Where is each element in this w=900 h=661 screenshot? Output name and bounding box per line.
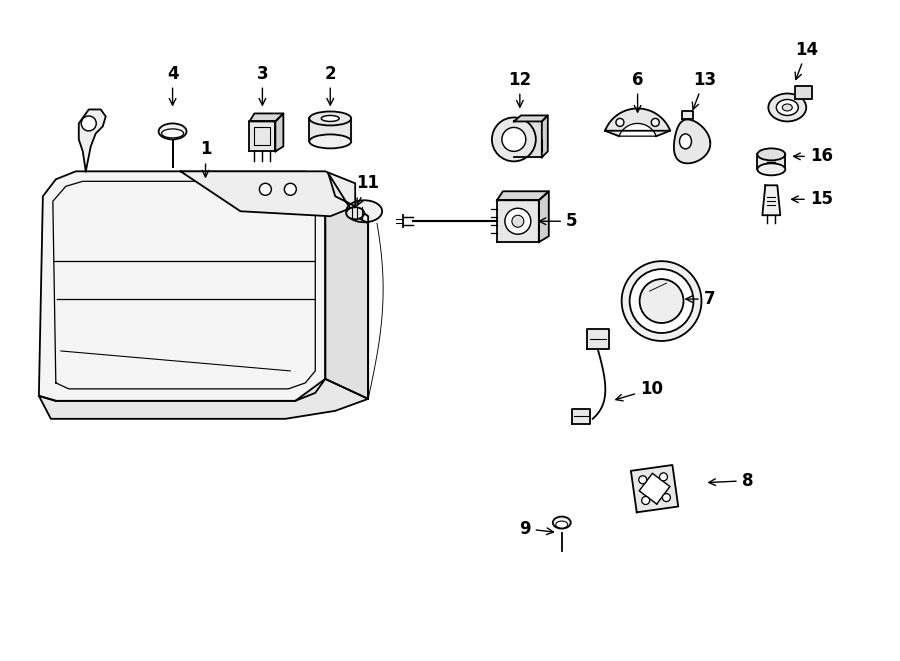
Polygon shape xyxy=(542,116,548,157)
Polygon shape xyxy=(310,118,351,141)
Ellipse shape xyxy=(556,521,568,528)
Ellipse shape xyxy=(162,129,184,138)
Polygon shape xyxy=(587,329,608,349)
Polygon shape xyxy=(39,379,368,419)
Polygon shape xyxy=(39,171,325,401)
Text: 10: 10 xyxy=(616,380,663,401)
Text: 13: 13 xyxy=(692,71,716,110)
Text: 2: 2 xyxy=(324,65,336,105)
Text: 9: 9 xyxy=(519,520,554,537)
Text: 7: 7 xyxy=(686,290,716,308)
Text: 1: 1 xyxy=(200,140,212,177)
Circle shape xyxy=(259,183,272,195)
Text: 5: 5 xyxy=(539,212,578,230)
Ellipse shape xyxy=(769,93,806,122)
Polygon shape xyxy=(275,114,284,151)
Polygon shape xyxy=(572,409,590,424)
Polygon shape xyxy=(674,120,710,163)
Polygon shape xyxy=(497,191,549,200)
Polygon shape xyxy=(539,191,549,242)
Ellipse shape xyxy=(777,100,798,116)
Ellipse shape xyxy=(310,112,351,126)
Ellipse shape xyxy=(680,134,691,149)
Ellipse shape xyxy=(758,148,786,161)
Circle shape xyxy=(622,261,701,341)
Text: 14: 14 xyxy=(795,40,819,79)
Circle shape xyxy=(284,183,296,195)
Text: 8: 8 xyxy=(709,472,753,490)
Text: 15: 15 xyxy=(792,190,832,208)
Polygon shape xyxy=(249,114,284,122)
Ellipse shape xyxy=(346,208,364,219)
Polygon shape xyxy=(328,173,368,223)
Text: 3: 3 xyxy=(256,65,268,105)
Circle shape xyxy=(640,279,683,323)
Ellipse shape xyxy=(553,517,571,529)
Polygon shape xyxy=(631,465,679,512)
Polygon shape xyxy=(762,185,780,215)
Polygon shape xyxy=(497,200,539,242)
Ellipse shape xyxy=(346,200,382,222)
Polygon shape xyxy=(639,473,670,504)
Polygon shape xyxy=(681,112,694,120)
Circle shape xyxy=(639,476,647,484)
Circle shape xyxy=(662,494,670,502)
Circle shape xyxy=(616,118,624,126)
Polygon shape xyxy=(514,116,548,122)
Circle shape xyxy=(505,208,531,234)
Circle shape xyxy=(502,128,526,151)
Polygon shape xyxy=(79,110,105,171)
Circle shape xyxy=(512,215,524,227)
Circle shape xyxy=(652,118,660,126)
Circle shape xyxy=(492,118,536,161)
Ellipse shape xyxy=(758,163,786,175)
Text: 11: 11 xyxy=(356,175,380,206)
Ellipse shape xyxy=(321,116,339,122)
Polygon shape xyxy=(325,196,368,399)
Polygon shape xyxy=(249,122,275,151)
Circle shape xyxy=(81,116,96,131)
Circle shape xyxy=(660,473,668,481)
Polygon shape xyxy=(514,122,542,157)
Ellipse shape xyxy=(310,134,351,148)
Polygon shape xyxy=(181,171,356,216)
Text: 16: 16 xyxy=(794,147,832,165)
Text: 4: 4 xyxy=(166,65,178,105)
Circle shape xyxy=(642,496,650,504)
Polygon shape xyxy=(796,85,812,100)
Circle shape xyxy=(630,269,694,333)
Text: 12: 12 xyxy=(508,71,531,107)
Polygon shape xyxy=(758,155,786,169)
Text: 6: 6 xyxy=(632,71,644,112)
Ellipse shape xyxy=(158,124,186,139)
Ellipse shape xyxy=(782,104,792,111)
Polygon shape xyxy=(605,108,670,136)
